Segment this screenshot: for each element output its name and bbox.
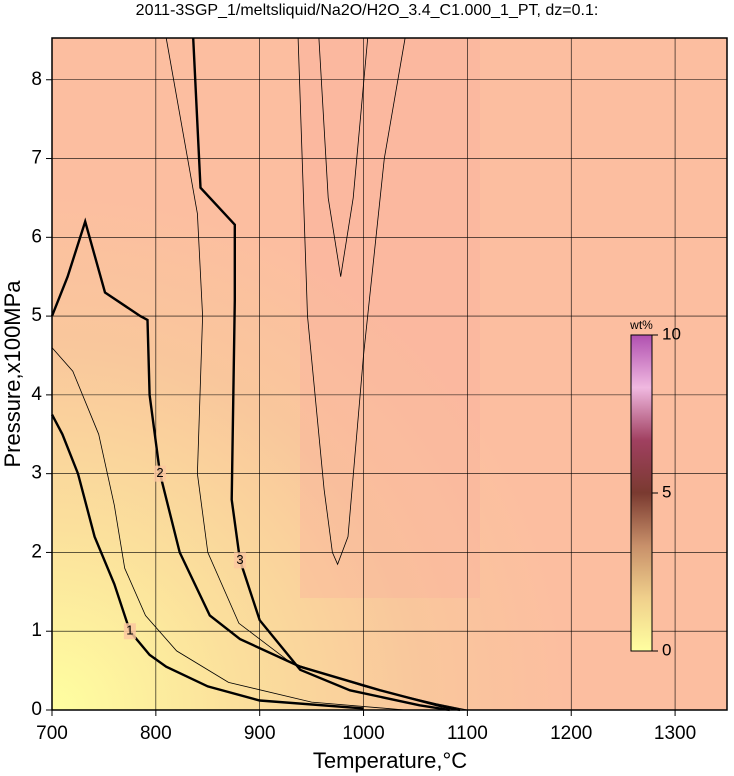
x-tick-label: 1100 xyxy=(447,723,488,744)
field-trough xyxy=(300,38,480,598)
y-tick-label: 5 xyxy=(31,305,42,326)
y-axis-label: Pressure,x100MPa xyxy=(0,280,25,468)
colorbar-tick-label: 5 xyxy=(662,482,671,501)
y-tick-label: 8 xyxy=(31,69,42,90)
plot-frame xyxy=(51,37,728,711)
x-tick-label: 1000 xyxy=(342,723,384,744)
contour-label: 3 xyxy=(236,552,243,567)
y-tick-label: 4 xyxy=(31,384,42,405)
y-tick-label: 6 xyxy=(31,226,42,247)
contour-line xyxy=(318,37,369,277)
colorbar-label: wt% xyxy=(629,318,653,332)
colorbar-tick-label: 10 xyxy=(662,324,681,343)
contour-line xyxy=(165,37,468,711)
colorbar xyxy=(630,334,653,652)
x-tick-label: 1200 xyxy=(550,723,592,744)
contour-line xyxy=(51,347,406,711)
x-tick-label: 800 xyxy=(140,723,172,744)
y-tick-label: 3 xyxy=(31,463,42,484)
colorbar-tick-label: 0 xyxy=(662,640,671,659)
contour-label-bg xyxy=(233,552,246,569)
chart-title: 2011-3SGP_1/meltsliquid/Na2O/H2O_3.4_C1.… xyxy=(136,2,599,19)
contour-line xyxy=(297,37,406,566)
y-tick-label: 0 xyxy=(31,699,42,720)
contour-label-bg xyxy=(154,465,166,482)
field-shading xyxy=(52,38,727,710)
contour-label: 1 xyxy=(126,623,133,638)
y-tick-label: 2 xyxy=(31,541,42,562)
x-axis-label: Temperature,°C xyxy=(313,748,467,773)
x-tick-label: 700 xyxy=(36,723,68,744)
y-tick-label: 7 xyxy=(31,148,42,169)
plot-area xyxy=(52,38,727,710)
x-tick-label: 1300 xyxy=(654,723,696,744)
y-tick-label: 1 xyxy=(31,620,42,641)
contour-label: 2 xyxy=(156,465,163,480)
contour-label-bg xyxy=(123,623,136,640)
x-tick-label: 900 xyxy=(244,723,276,744)
